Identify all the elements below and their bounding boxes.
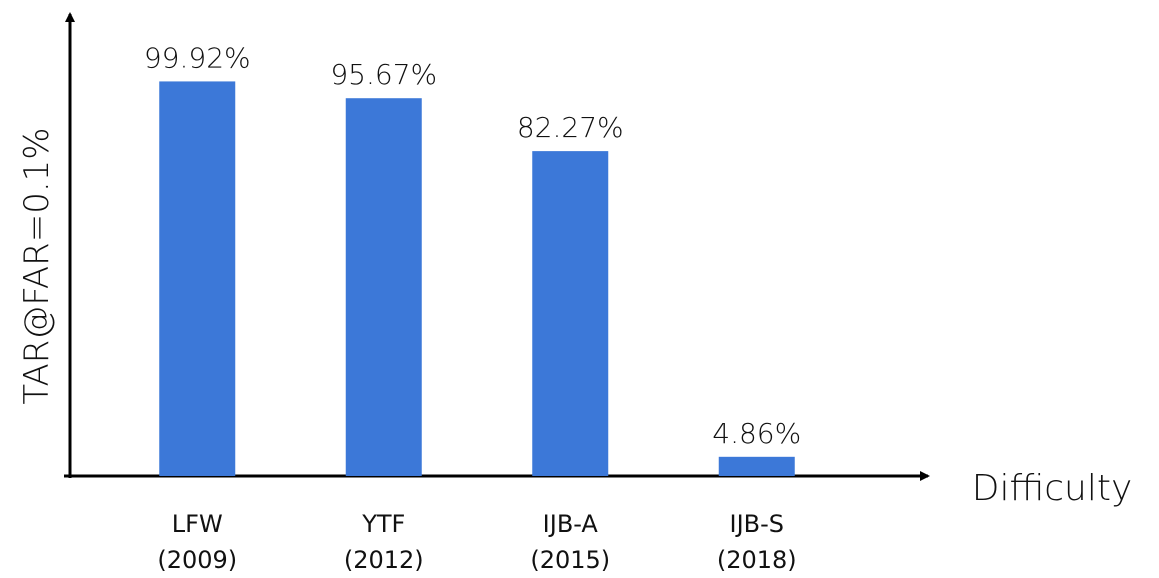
bar	[718, 456, 795, 476]
x-tick-label: IJB-A (2015)	[530, 510, 611, 574]
bar	[532, 151, 609, 476]
bar	[345, 98, 422, 477]
value-label: 82.27%	[517, 111, 624, 144]
x-tick-label: IJB-S (2018)	[716, 510, 797, 574]
bar	[159, 81, 236, 476]
value-label: 95.67%	[330, 58, 437, 91]
value-label: 99.92%	[144, 41, 251, 74]
value-label: 4.86%	[712, 417, 801, 450]
x-axis-label: Difficulty	[972, 468, 1133, 509]
x-tick-label: YTF (2012)	[343, 510, 424, 574]
y-axis-label: TAR@FAR=0.1%	[17, 127, 57, 404]
x-tick-label: LFW (2009)	[157, 510, 238, 574]
